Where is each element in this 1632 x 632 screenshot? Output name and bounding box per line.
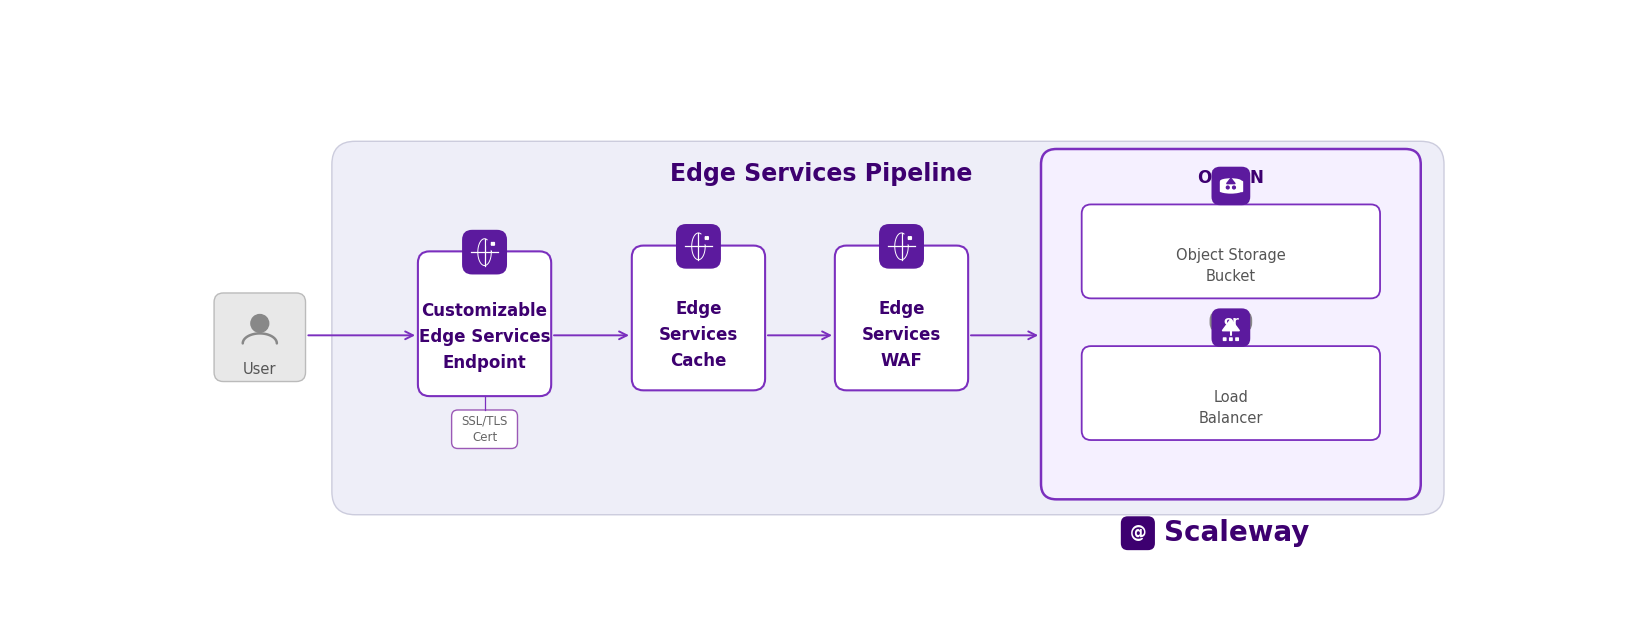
Ellipse shape (1221, 178, 1242, 184)
FancyBboxPatch shape (1121, 516, 1155, 550)
Text: Edge
Services
WAF: Edge Services WAF (862, 300, 942, 370)
Circle shape (700, 232, 713, 244)
Circle shape (486, 238, 499, 250)
Text: Object Storage
Bucket: Object Storage Bucket (1177, 248, 1286, 284)
Circle shape (904, 232, 916, 244)
Polygon shape (1227, 178, 1235, 184)
Circle shape (1232, 186, 1235, 189)
FancyBboxPatch shape (1235, 337, 1239, 341)
Text: Load
Balancer: Load Balancer (1198, 390, 1263, 426)
Text: SSL/TLS
Cert: SSL/TLS Cert (462, 415, 508, 444)
Ellipse shape (1221, 188, 1242, 193)
FancyBboxPatch shape (632, 246, 765, 391)
FancyBboxPatch shape (1082, 204, 1381, 298)
FancyBboxPatch shape (1211, 308, 1250, 347)
Text: Edge
Services
Cache: Edge Services Cache (659, 300, 738, 370)
Text: Edge Services Pipeline: Edge Services Pipeline (671, 162, 973, 186)
FancyBboxPatch shape (1082, 346, 1381, 440)
FancyBboxPatch shape (1222, 337, 1227, 341)
FancyBboxPatch shape (331, 142, 1444, 514)
FancyBboxPatch shape (1041, 149, 1421, 499)
FancyBboxPatch shape (452, 410, 517, 449)
FancyBboxPatch shape (676, 224, 721, 269)
FancyBboxPatch shape (462, 230, 508, 274)
Polygon shape (1221, 181, 1242, 191)
FancyBboxPatch shape (214, 293, 305, 382)
Text: Scaleway: Scaleway (1164, 520, 1309, 547)
FancyBboxPatch shape (836, 246, 968, 391)
Circle shape (251, 315, 269, 332)
Text: @: @ (1129, 524, 1146, 542)
FancyBboxPatch shape (1229, 337, 1232, 341)
Polygon shape (1222, 319, 1239, 331)
Text: or: or (1222, 315, 1239, 328)
FancyBboxPatch shape (1209, 311, 1252, 332)
Text: ORIGIN: ORIGIN (1198, 169, 1265, 187)
FancyBboxPatch shape (1211, 167, 1250, 205)
Circle shape (1226, 186, 1229, 189)
FancyBboxPatch shape (418, 252, 552, 396)
Text: User: User (243, 362, 276, 377)
Text: Customizable
Edge Services
Endpoint: Customizable Edge Services Endpoint (419, 302, 550, 372)
FancyBboxPatch shape (880, 224, 924, 269)
